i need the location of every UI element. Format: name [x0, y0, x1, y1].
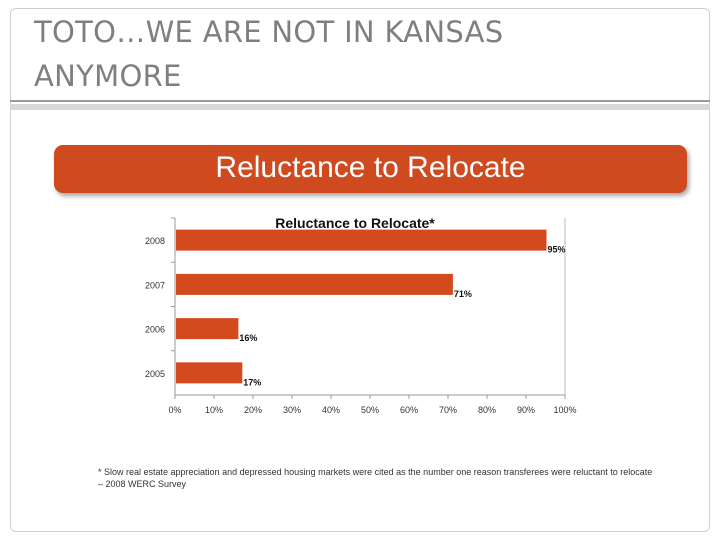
bar	[176, 273, 453, 295]
category-label: 2007	[145, 280, 165, 290]
slide-title: TOTO…WE ARE NOT IN KANSAS ANYMORE	[34, 15, 504, 93]
x-tick-label: 30%	[283, 405, 301, 415]
bar	[176, 362, 243, 384]
x-tick-label: 50%	[361, 405, 379, 415]
value-label: 95%	[548, 245, 566, 255]
title-divider	[10, 100, 710, 102]
category-label: 2006	[145, 325, 165, 335]
category-label: 2005	[145, 369, 165, 379]
x-tick-label: 80%	[478, 405, 496, 415]
footnote: * Slow real estate appreciation and depr…	[98, 467, 653, 489]
x-tick-label: 0%	[168, 405, 181, 415]
x-tick-label: 90%	[517, 405, 535, 415]
x-tick-label: 20%	[244, 405, 262, 415]
x-tick-label: 100%	[553, 405, 576, 415]
value-label: 17%	[243, 377, 261, 387]
x-tick-label: 70%	[439, 405, 457, 415]
value-label: 16%	[239, 333, 257, 343]
section-banner: Reluctance to Relocate	[54, 145, 687, 193]
bar	[176, 318, 239, 340]
x-tick-label: 40%	[322, 405, 340, 415]
bar	[176, 229, 547, 251]
x-tick-label: 10%	[205, 405, 223, 415]
chart-title: Reluctance to Relocate*	[275, 215, 435, 231]
category-label: 2008	[145, 236, 165, 246]
x-tick-label: 60%	[400, 405, 418, 415]
slide-frame	[10, 8, 710, 532]
title-divider-shadow	[10, 104, 710, 110]
value-label: 71%	[454, 289, 472, 299]
